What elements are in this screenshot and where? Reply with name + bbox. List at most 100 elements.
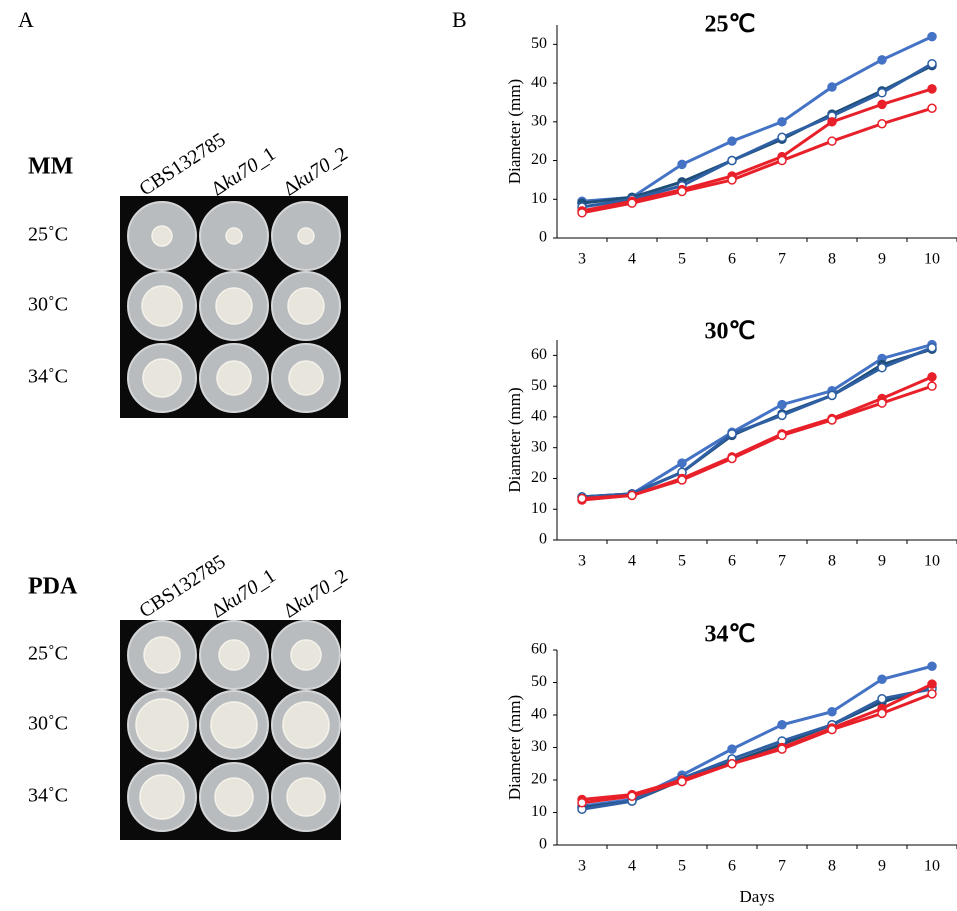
chart-title: 25℃ xyxy=(705,12,756,38)
data-point xyxy=(927,31,937,42)
y-tick-label: 10 xyxy=(531,500,547,517)
colony xyxy=(290,639,322,671)
data-point xyxy=(777,430,787,441)
y-tick-label: 40 xyxy=(531,408,547,425)
data-point xyxy=(827,117,837,127)
series-line xyxy=(581,64,933,205)
data-point xyxy=(927,372,937,382)
data-point xyxy=(777,155,787,166)
colony xyxy=(135,698,189,752)
colony xyxy=(141,285,183,327)
colony xyxy=(225,227,243,245)
x-tick-label: 5 xyxy=(678,858,686,875)
x-tick-label: 5 xyxy=(678,251,686,268)
data-point xyxy=(927,689,937,699)
temperature-label: 30˚C xyxy=(28,713,68,735)
colony xyxy=(286,777,326,817)
series-line xyxy=(581,384,933,500)
y-tick-label: 30 xyxy=(531,112,547,129)
x-tick-label: 8 xyxy=(828,251,836,268)
data-point xyxy=(777,132,787,143)
y-axis-label: Diameter (mm) xyxy=(505,79,524,184)
series-line xyxy=(581,664,933,808)
series-line xyxy=(581,62,933,209)
colony xyxy=(151,225,173,247)
data-point xyxy=(877,674,887,684)
x-tick-label: 8 xyxy=(828,553,836,570)
data-point xyxy=(727,759,737,769)
data-point xyxy=(877,398,887,408)
x-tick-label: 3 xyxy=(578,858,586,875)
y-tick-label: 50 xyxy=(531,673,547,690)
strain-label: Δku70_2 xyxy=(279,565,351,623)
series-line xyxy=(581,346,933,499)
x-tick-label: 5 xyxy=(678,553,686,570)
data-point xyxy=(877,119,887,129)
temperature-label: 25˚C xyxy=(28,643,68,665)
x-tick-label: 4 xyxy=(628,858,636,875)
y-tick-label: 20 xyxy=(531,771,547,788)
x-tick-label: 10 xyxy=(924,251,940,268)
x-tick-label: 3 xyxy=(578,553,586,570)
x-tick-label: 10 xyxy=(924,858,940,875)
data-point xyxy=(927,342,937,353)
data-point xyxy=(627,490,637,501)
data-point xyxy=(577,208,587,218)
colony xyxy=(210,701,258,749)
x-tick-label: 6 xyxy=(728,251,736,268)
x-tick-label: 4 xyxy=(628,251,636,268)
data-point xyxy=(727,429,737,439)
data-point xyxy=(727,744,737,754)
data-point xyxy=(827,82,837,92)
colony xyxy=(218,639,250,671)
x-tick-label: 4 xyxy=(628,553,636,570)
data-point xyxy=(577,798,587,808)
medium-title: PDA xyxy=(28,574,78,600)
strain-label: Δku70_2 xyxy=(279,143,351,201)
data-point xyxy=(777,117,787,127)
colony xyxy=(214,777,254,817)
data-point xyxy=(877,99,887,110)
data-point xyxy=(927,381,937,391)
x-axis-label: Days xyxy=(740,887,775,906)
data-point xyxy=(677,458,687,468)
colony xyxy=(139,774,185,820)
temperature-label: 25˚C xyxy=(28,224,68,246)
x-tick-label: 7 xyxy=(778,553,786,570)
x-tick-label: 3 xyxy=(578,251,586,268)
data-point xyxy=(677,186,687,197)
x-tick-label: 7 xyxy=(778,251,786,268)
temperature-label: 34˚C xyxy=(28,785,68,807)
data-point xyxy=(827,136,837,146)
data-point xyxy=(827,724,837,735)
panel-label: B xyxy=(452,7,467,32)
y-tick-label: 10 xyxy=(531,803,547,820)
data-point xyxy=(927,58,937,69)
data-point xyxy=(777,744,787,754)
x-tick-label: 9 xyxy=(878,251,886,268)
data-point xyxy=(877,55,887,65)
data-point xyxy=(927,679,937,689)
y-tick-label: 30 xyxy=(531,438,547,455)
x-tick-label: 9 xyxy=(878,858,886,875)
colony xyxy=(288,360,324,396)
y-axis-label: Diameter (mm) xyxy=(505,695,524,800)
series-line xyxy=(581,35,933,203)
data-point xyxy=(677,159,687,170)
x-tick-label: 6 xyxy=(728,858,736,875)
medium-title: MM xyxy=(28,154,73,180)
colony xyxy=(142,358,182,398)
y-tick-label: 60 xyxy=(531,641,547,658)
data-point xyxy=(877,88,887,98)
colony xyxy=(143,636,181,674)
temperature-label: 30˚C xyxy=(28,294,68,316)
x-tick-label: 7 xyxy=(778,858,786,875)
colony xyxy=(282,701,330,749)
data-point xyxy=(777,410,787,421)
data-point xyxy=(627,198,637,208)
x-tick-label: 8 xyxy=(828,858,836,875)
y-tick-label: 50 xyxy=(531,35,547,52)
data-point xyxy=(577,493,587,504)
x-tick-label: 10 xyxy=(924,553,940,570)
data-point xyxy=(727,155,737,166)
